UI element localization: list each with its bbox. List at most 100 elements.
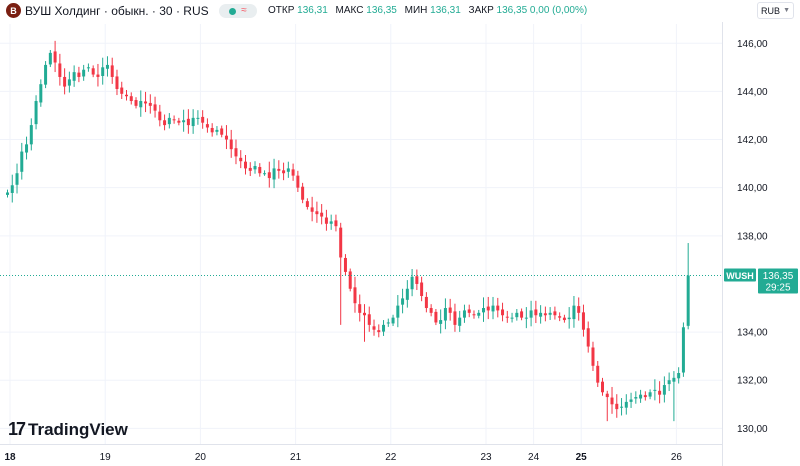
candle-body xyxy=(472,314,476,316)
ohlc-close-value: 136,35 0,00 (0,00%) xyxy=(496,5,588,16)
candle-body xyxy=(20,151,24,172)
candle-body xyxy=(334,220,338,227)
candle-body xyxy=(144,101,148,104)
candle-body xyxy=(672,377,676,382)
candle-body xyxy=(44,64,48,85)
candle-body xyxy=(681,327,685,373)
candle-body xyxy=(177,120,181,123)
chevron-down-icon: ▼ xyxy=(783,7,790,14)
candle-body xyxy=(129,96,133,102)
candle-body xyxy=(539,312,543,317)
candle-body xyxy=(386,322,390,324)
candle-body xyxy=(91,68,95,75)
tradingview-wordmark: TradingView xyxy=(28,419,128,439)
candle-body xyxy=(429,308,433,313)
candle-body xyxy=(315,211,319,215)
candle-body xyxy=(572,305,576,320)
candle-body xyxy=(301,186,305,200)
candle-body xyxy=(624,401,628,408)
candle-body xyxy=(534,309,538,316)
y-tick-label: 134,00 xyxy=(737,328,768,339)
x-tick-label: 23 xyxy=(480,452,492,463)
market-open-dot-icon xyxy=(229,7,237,15)
candle-body xyxy=(158,111,162,121)
x-tick-label: 20 xyxy=(195,452,207,463)
candle-body xyxy=(29,125,33,145)
y-tick-label: 142,00 xyxy=(737,135,768,146)
candle-body xyxy=(491,305,495,312)
candle-body xyxy=(577,306,581,313)
candle-body xyxy=(415,276,419,284)
y-tick-label: 132,00 xyxy=(737,376,768,387)
y-tick-label: 146,00 xyxy=(737,39,768,50)
candle-body xyxy=(586,328,590,347)
ohlc-values: ОТКР 136,31 МАКС 136,35 МИН 136,31 ЗАКР … xyxy=(268,5,592,16)
candle-body xyxy=(367,314,371,325)
candle-body xyxy=(686,275,690,326)
candle-body xyxy=(662,385,666,395)
candle-body xyxy=(596,365,600,383)
symbol-title[interactable]: ВУШ Холдинг · обыкн. · 30 · RUS xyxy=(25,4,209,18)
candle-body xyxy=(134,100,138,106)
candle-body xyxy=(291,169,295,176)
candle-body xyxy=(548,312,552,315)
candle-body xyxy=(48,52,52,65)
candle-body xyxy=(643,395,647,398)
candle-body xyxy=(482,308,485,313)
candle-body xyxy=(115,76,119,89)
candle-body xyxy=(296,175,300,188)
ticker-badge xyxy=(724,268,756,282)
candle-body xyxy=(229,139,233,150)
candle-body xyxy=(201,116,205,123)
candle-body xyxy=(510,317,514,319)
candle-body xyxy=(15,173,19,185)
x-tick-label: 24 xyxy=(528,452,540,463)
candle-body xyxy=(67,79,71,86)
x-tick-label: 26 xyxy=(671,452,683,463)
company-logo-icon[interactable]: В xyxy=(6,3,21,18)
last-price-badge xyxy=(758,268,798,294)
candle-body xyxy=(462,310,466,318)
candle-body xyxy=(343,257,347,272)
y-tick-label: 138,00 xyxy=(737,231,768,242)
currency-label: RUB xyxy=(761,5,781,16)
candle-body xyxy=(210,127,214,133)
candle-body xyxy=(505,316,509,318)
candle-body xyxy=(529,310,533,318)
candle-body xyxy=(101,67,105,76)
time-axis[interactable]: 18 19 20 21 22 23 24 25 26 xyxy=(4,452,682,463)
candle-body xyxy=(458,317,462,326)
ohlc-open-label: ОТКР xyxy=(268,5,295,16)
candle-body xyxy=(34,101,38,125)
candle-body xyxy=(63,76,67,87)
candle-body xyxy=(25,144,29,153)
candle-body xyxy=(615,403,619,410)
candle-body xyxy=(591,347,595,366)
candle-body xyxy=(353,287,357,304)
candle-body xyxy=(658,390,662,395)
candle-body xyxy=(377,330,381,333)
candle-body xyxy=(448,307,452,313)
candle-body xyxy=(105,64,109,69)
delayed-data-icon: ≈ xyxy=(241,5,247,16)
x-tick-label: 25 xyxy=(576,452,588,463)
candle-body xyxy=(96,74,100,77)
candle-body xyxy=(382,324,386,332)
market-status-pill[interactable]: ≈ xyxy=(219,4,257,18)
price-axis[interactable]: 146,00 144,00 142,00 140,00 138,00 134,00 132,… xyxy=(737,39,768,435)
candle-body xyxy=(405,288,409,300)
currency-selector[interactable]: RUB ▼ xyxy=(757,2,794,19)
candle-body xyxy=(244,161,247,169)
candle-body xyxy=(439,320,443,324)
candle-body xyxy=(601,381,604,393)
candle-body xyxy=(272,168,276,180)
candle-body xyxy=(553,311,557,316)
candle-body xyxy=(324,217,328,224)
candle-body xyxy=(153,104,157,111)
candles xyxy=(6,40,690,422)
tradingview-logo[interactable]: 17 TradingView xyxy=(8,419,128,440)
candle-body xyxy=(648,392,652,397)
candle-body xyxy=(148,102,152,106)
candle-body xyxy=(639,394,643,399)
